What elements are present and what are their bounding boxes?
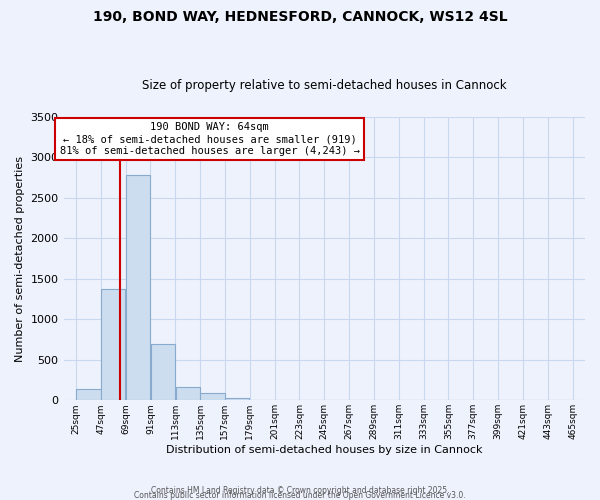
Bar — [176, 387, 200, 400]
Text: Contains public sector information licensed under the Open Government Licence v3: Contains public sector information licen… — [134, 491, 466, 500]
Bar — [151, 344, 175, 400]
Bar — [126, 175, 150, 400]
Y-axis label: Number of semi-detached properties: Number of semi-detached properties — [15, 156, 25, 362]
Bar — [225, 398, 250, 400]
Title: Size of property relative to semi-detached houses in Cannock: Size of property relative to semi-detach… — [142, 79, 506, 92]
Bar — [76, 389, 101, 400]
Text: 190, BOND WAY, HEDNESFORD, CANNOCK, WS12 4SL: 190, BOND WAY, HEDNESFORD, CANNOCK, WS12… — [92, 10, 508, 24]
Text: 190 BOND WAY: 64sqm
← 18% of semi-detached houses are smaller (919)
81% of semi-: 190 BOND WAY: 64sqm ← 18% of semi-detach… — [59, 122, 359, 156]
X-axis label: Distribution of semi-detached houses by size in Cannock: Distribution of semi-detached houses by … — [166, 445, 482, 455]
Text: Contains HM Land Registry data © Crown copyright and database right 2025.: Contains HM Land Registry data © Crown c… — [151, 486, 449, 495]
Bar — [200, 393, 224, 400]
Bar — [101, 288, 125, 401]
